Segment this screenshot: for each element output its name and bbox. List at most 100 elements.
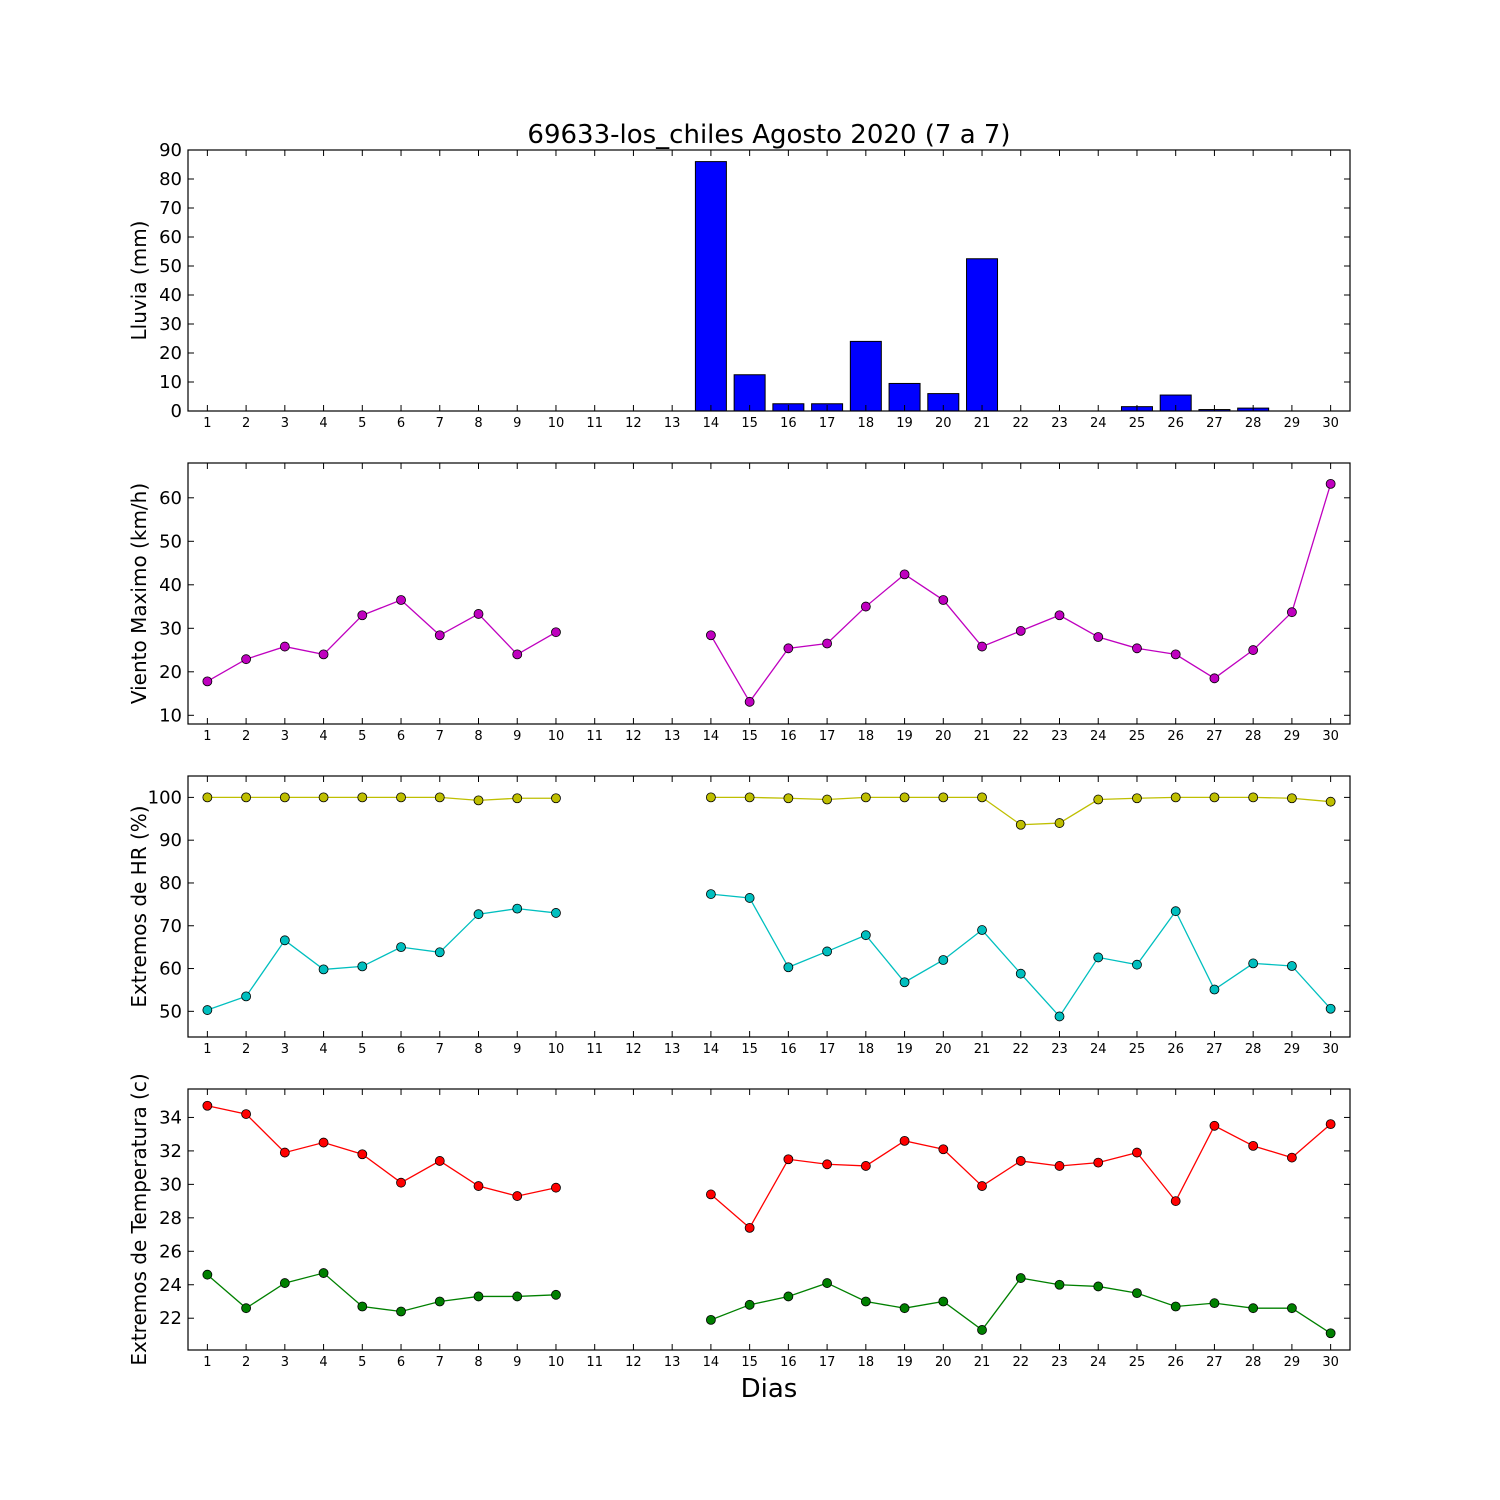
wind-series-1-point: [977, 641, 987, 652]
humidity-x-tick-label: 9: [513, 1042, 521, 1057]
humidity-x-tick-label: 15: [741, 1042, 758, 1057]
temperature-series-2-line: [206, 1272, 556, 1313]
wind-y-tick-label: 30: [159, 618, 182, 639]
humidity-series-1-point: [318, 792, 329, 803]
humidity-y-tick-label: 100: [148, 787, 182, 808]
wind-x-tick-label: 5: [358, 729, 366, 744]
wind-series-1-point: [1132, 643, 1142, 654]
temperature-series-1-point: [860, 1161, 871, 1171]
temperature-y-tick-label: 28: [159, 1208, 182, 1229]
wind-x-tick-label: 27: [1206, 729, 1223, 744]
temperature-y-axis-label: Extremos de Temperatura (c): [127, 1073, 151, 1365]
temperature-panel: Extremos de Temperatura (c) 2224262830323…: [127, 1073, 1351, 1370]
temperature-x-tick-label: 24: [1090, 1355, 1107, 1370]
humidity-series-2-point: [744, 893, 755, 903]
humidity-series-1-point: [899, 792, 910, 803]
temperature-x-tick-label: 26: [1167, 1355, 1184, 1370]
temperature-series-2-point: [434, 1296, 445, 1307]
humidity-y-tick-label: 80: [159, 873, 182, 894]
temperature-x-tick-label: 19: [896, 1355, 913, 1370]
humidity-x-tick-label: 27: [1206, 1042, 1223, 1057]
wind-x-tick-label: 21: [974, 729, 991, 744]
humidity-series-1-point: [822, 794, 832, 805]
rain-x-tick-label: 14: [703, 416, 720, 431]
rain-y-tick-label: 90: [159, 140, 182, 161]
temperature-series-1-point: [551, 1182, 561, 1193]
humidity-y-axis-label: Extremos de HR (%): [127, 805, 151, 1007]
rain-x-tick-label: 19: [896, 416, 913, 431]
rain-bar: [733, 374, 766, 412]
temperature-x-tick-label: 16: [780, 1355, 797, 1370]
temperature-x-tick-label: 4: [319, 1355, 327, 1370]
wind-series-1-point: [938, 595, 949, 605]
temperature-series-1-point: [1287, 1152, 1297, 1163]
wind-x-tick-label: 26: [1167, 729, 1184, 744]
humidity-series-2-point: [1093, 952, 1104, 963]
humidity-x-tick-label: 13: [664, 1042, 681, 1057]
wind-series-1-point: [744, 696, 755, 707]
temperature-series-1-point: [1325, 1119, 1336, 1130]
humidity-series-2-point: [1325, 1003, 1336, 1014]
temperature-x-tick-label: 12: [625, 1355, 642, 1370]
temperature-series-2-point: [1209, 1298, 1220, 1309]
temperature-x-tick-label: 27: [1206, 1355, 1223, 1370]
wind-x-tick-label: 19: [896, 729, 913, 744]
wind-series-1-point: [1093, 632, 1104, 642]
rain-x-tick-label: 27: [1206, 416, 1223, 431]
wind-series-1-line: [207, 599, 557, 682]
humidity-series-2-point: [860, 930, 871, 941]
wind-x-tick-label: 9: [513, 729, 521, 744]
temperature-series-2-point: [1248, 1303, 1259, 1314]
temperature-series-1-point: [744, 1222, 755, 1233]
wind-series-1-point: [1325, 478, 1336, 489]
temperature-series-2-point: [473, 1291, 484, 1302]
humidity-series-2-line: [207, 907, 557, 1011]
humidity-x-tick-label: 16: [780, 1042, 797, 1057]
humidity-x-tick-label: 7: [436, 1042, 444, 1057]
temperature-y-tick-label: 26: [159, 1241, 182, 1262]
wind-x-tick-label: 17: [819, 729, 836, 744]
temperature-series-2-point: [241, 1303, 252, 1314]
temperature-series-2-point: [899, 1303, 910, 1314]
temperature-series-1-point: [1093, 1157, 1104, 1168]
humidity-y-tick-label: 70: [159, 916, 182, 937]
humidity-x-tick-label: 1: [203, 1042, 211, 1057]
humidity-x-tick-label: 12: [625, 1042, 642, 1057]
wind-series-1-point: [899, 569, 910, 580]
temperature-series-1-point: [783, 1154, 794, 1165]
humidity-series-2-point: [551, 908, 561, 918]
rain-y-tick-label: 70: [159, 198, 182, 219]
humidity-series-2-point: [318, 964, 329, 975]
wind-series-1-point: [1248, 645, 1259, 655]
temperature-y-tick-label: 30: [159, 1174, 182, 1195]
temperature-series-2-point: [822, 1278, 832, 1288]
temperature-y-tick-label: 22: [159, 1308, 182, 1329]
temperature-series-2-point: [551, 1289, 561, 1300]
temperature-series-1-point: [279, 1147, 290, 1158]
wind-x-tick-label: 14: [703, 729, 720, 744]
temperature-x-tick-label: 9: [513, 1355, 521, 1370]
temperature-x-tick-label: 29: [1284, 1355, 1301, 1370]
humidity-x-tick-label: 11: [586, 1042, 603, 1057]
rain-y-tick-label: 10: [159, 372, 182, 393]
humidity-series-2-point: [202, 1005, 213, 1015]
humidity-x-tick-label: 18: [858, 1042, 875, 1057]
temperature-series-2-point: [1325, 1328, 1336, 1339]
wind-x-tick-label: 20: [935, 729, 952, 744]
wind-x-tick-label: 13: [664, 729, 681, 744]
humidity-x-tick-label: 26: [1167, 1042, 1184, 1057]
wind-x-tick-label: 28: [1245, 729, 1262, 744]
temperature-x-tick-label: 14: [703, 1355, 720, 1370]
humidity-series-2-point: [1209, 984, 1220, 995]
wind-series-1-point: [1287, 607, 1297, 618]
rain-x-tick-label: 9: [513, 416, 521, 431]
humidity-series-1-point: [434, 792, 445, 803]
humidity-series-1-point: [1209, 792, 1220, 803]
humidity-x-tick-label: 14: [703, 1042, 720, 1057]
temperature-series-2-point: [512, 1291, 523, 1302]
temperature-series-1-point: [1248, 1140, 1259, 1151]
humidity-x-tick-label: 24: [1090, 1042, 1107, 1057]
humidity-series-2-point: [1015, 968, 1026, 979]
temperature-series-1-point: [1132, 1147, 1142, 1158]
